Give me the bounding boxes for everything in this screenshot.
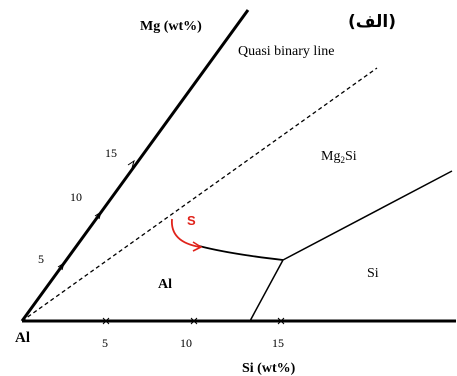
mg-tick-5 [57, 261, 65, 271]
si-tick-10 [190, 317, 198, 325]
si-tick-label-10: 10 [180, 336, 192, 350]
s-marker-curve [171, 218, 201, 248]
si-axis-title: Si (wt%) [242, 361, 296, 376]
region-label-si: Si [367, 266, 379, 281]
mg-tick-label-5: 5 [38, 252, 44, 266]
mg-axis-title: Mg (wt%) [140, 19, 202, 34]
s-marker-arrowhead [192, 241, 203, 252]
si-tick-label-15: 15 [272, 336, 284, 350]
mg2si-subscript: 2 [340, 155, 345, 165]
origin-label: Al [15, 330, 30, 346]
al-si-boundary [249, 259, 284, 322]
si-tick-label-5: 5 [102, 336, 108, 350]
figure-label: (الف) [348, 12, 396, 32]
mg-axis-line [20, 9, 250, 322]
mg2si-base: Mg [321, 149, 340, 164]
mg-tick-label-10: 10 [70, 190, 82, 204]
quasi-binary-line-label: Quasi binary line [238, 44, 334, 59]
mg-tick-label-15: 15 [105, 146, 117, 160]
si-tick-5 [102, 317, 110, 325]
mg-tick-10 [94, 210, 102, 220]
region-label-mg2si: Mg2Si [321, 149, 357, 165]
region-label-al: Al [158, 277, 172, 292]
quasi-binary-line [21, 67, 378, 322]
mg2si-tail: Si [345, 149, 357, 164]
eutectic-valley-curve [198, 245, 284, 261]
si-tick-15 [277, 317, 285, 325]
mg2si-si-boundary [282, 170, 453, 261]
s-marker-label: S [187, 213, 196, 228]
mg-tick-15 [127, 159, 135, 169]
